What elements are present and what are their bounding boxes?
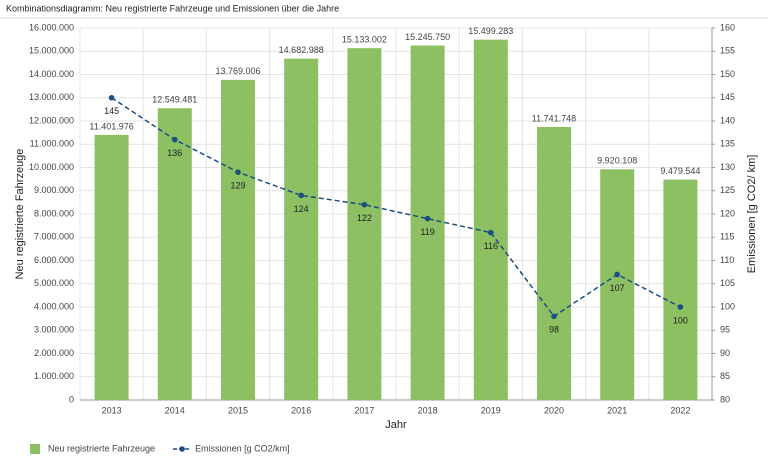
y2-tick-label: 125 [720,185,735,195]
bar-value-label: 15.133.002 [342,35,387,45]
bar [94,134,129,400]
line-value-label: 98 [549,325,559,335]
y-tick-label: 4.000.000 [34,301,74,311]
line-marker [361,201,368,208]
y-tick-label: 0 [69,394,74,404]
bar [410,45,445,400]
y-axis-title: Neu registrierte Fahrzeuge [14,149,26,280]
y-tick-label: 13.000.000 [29,92,74,102]
legend-label: Emissionen [g CO2/km] [195,443,290,453]
bar-value-label: 9.920.108 [597,156,637,166]
x-tick-label: 2020 [544,405,564,415]
line-marker [108,94,115,101]
line-value-label: 116 [484,241,498,251]
bar-value-label: 14.682.988 [279,45,324,55]
x-tick-label: 2013 [102,405,122,415]
bar [221,79,255,401]
line-marker [614,271,620,278]
y-tick-label: 1.000.000 [34,371,74,381]
line-value-label: 122 [357,213,372,223]
line-marker [488,229,494,236]
legend-marker [179,446,185,452]
bar [473,39,508,401]
y-tick-label: 6.000.000 [34,255,74,265]
y2-tick-label: 90 [720,348,730,358]
y2-axis-title: Emissionen [g CO2/ km] [746,155,758,274]
line-value-label: 136 [167,148,182,158]
y2-tick-label: 95 [720,325,730,335]
y2-tick-label: 80 [720,394,730,404]
y2-tick-label: 120 [720,208,735,218]
y-tick-label: 12.000.000 [29,115,74,125]
line-value-label: 100 [673,315,688,325]
y2-tick-label: 160 [720,22,735,32]
line-marker [551,313,557,320]
line-marker [677,304,684,310]
y2-tick-label: 150 [720,69,735,79]
y2-tick-label: 145 [720,92,735,102]
y2-tick-label: 130 [720,162,735,172]
y-tick-label: 10.000.000 [29,162,74,172]
y2-tick-label: 105 [720,278,735,288]
x-tick-label: 2016 [291,405,311,415]
line-marker [424,215,431,222]
line-value-label: 129 [230,181,245,191]
x-tick-label: 2015 [228,405,248,415]
legend-swatch [30,444,40,454]
y-tick-label: 5.000.000 [34,278,74,288]
bar-value-label: 9.479.544 [660,166,700,176]
y-tick-label: 7.000.000 [34,232,74,242]
y2-tick-label: 155 [720,46,735,56]
bar-value-label: 11.741.748 [532,113,576,123]
bar [537,127,571,400]
y2-tick-label: 135 [720,139,735,149]
x-tick-label: 2022 [670,405,690,415]
y-tick-label: 2.000.000 [34,348,74,358]
line-value-label: 119 [420,227,434,237]
y-tick-label: 15.000.000 [29,46,74,56]
x-tick-label: 2021 [607,405,627,415]
bar-value-label: 12.549.481 [152,95,197,105]
line-value-label: 145 [104,106,119,116]
y2-tick-label: 140 [720,115,735,125]
y-tick-label: 16.000.000 [29,22,74,32]
y-tick-label: 14.000.000 [29,69,74,79]
x-tick-label: 2019 [481,405,501,415]
bar-value-label: 13.769.006 [215,66,260,76]
bar-value-label: 15.499.283 [468,26,513,36]
y2-tick-label: 115 [720,232,734,242]
line-marker [172,136,178,143]
y2-tick-label: 100 [720,301,735,311]
x-tick-label: 2014 [165,405,185,415]
bar [157,108,192,401]
y2-tick-label: 85 [720,371,730,381]
legend-label: Neu registrierte Fahrzeuge [48,443,155,453]
line-value-label: 124 [294,204,309,214]
y-tick-label: 8.000.000 [34,208,74,218]
y-tick-label: 11.000.000 [30,139,74,149]
bar-value-label: 11.401.976 [89,121,133,131]
line-marker [235,169,241,175]
x-tick-label: 2017 [354,405,374,415]
line-value-label: 107 [610,283,625,293]
chart-title: Kombinationsdiagramm: Neu registrierte F… [6,3,339,13]
bar [347,48,382,400]
bar [600,169,635,400]
bar [284,58,319,400]
y2-tick-label: 110 [720,255,734,265]
x-tick-label: 2018 [418,405,438,415]
bar [663,179,698,400]
x-axis-title: Jahr [385,419,407,431]
bar-value-label: 15.245.750 [405,32,450,42]
y-tick-label: 9.000.000 [34,185,74,195]
line-marker [298,192,305,199]
y-tick-label: 3.000.000 [34,325,74,335]
